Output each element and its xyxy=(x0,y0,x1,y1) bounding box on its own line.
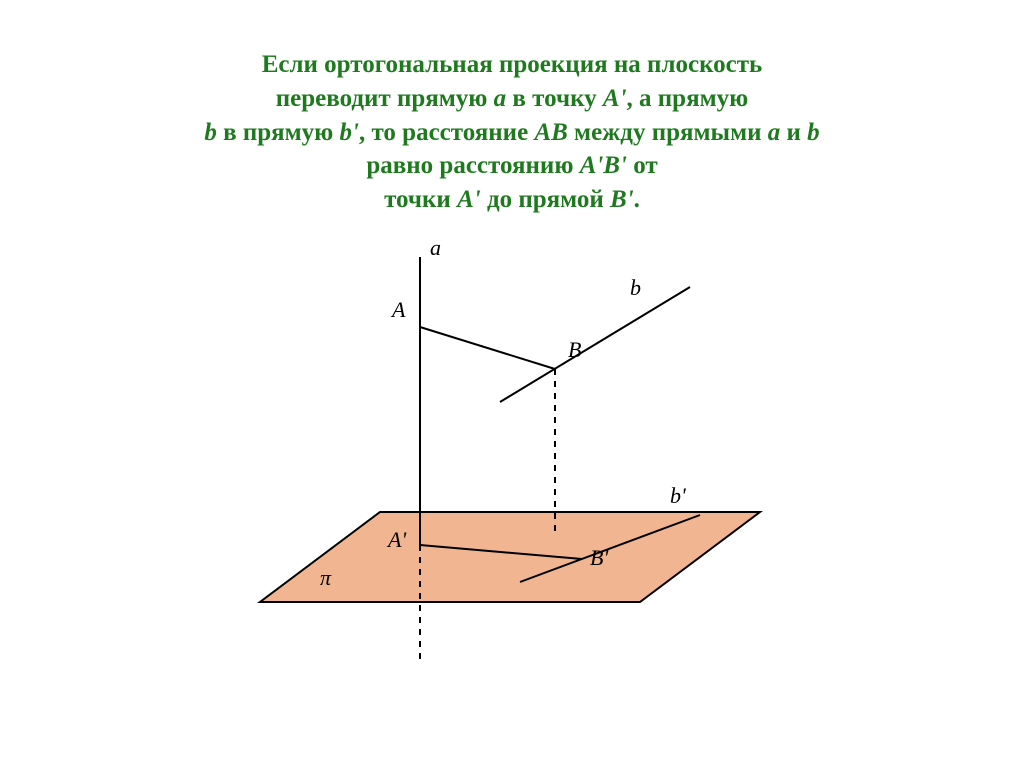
line-b xyxy=(500,287,690,402)
plain-text: , а прямую xyxy=(627,85,749,112)
projection-diagram: a b A B A' B' b' π xyxy=(0,227,1024,707)
math-text: a xyxy=(768,119,781,146)
math-text: b xyxy=(204,119,217,146)
plain-text: , то расстояние xyxy=(359,119,534,146)
plain-text: между прямыми xyxy=(568,119,768,146)
plain-text: точки xyxy=(384,186,457,213)
math-text: b' xyxy=(340,119,359,146)
math-text: A'B' xyxy=(580,152,627,179)
math-text: A' xyxy=(457,186,481,213)
label-B: B xyxy=(568,337,581,363)
title-line: переводит прямую a в точку A', а прямую xyxy=(0,82,1024,116)
label-b: b xyxy=(630,275,641,301)
plain-text: в точку xyxy=(506,85,603,112)
theorem-title: Если ортогональная проекция на плоскость… xyxy=(0,0,1024,217)
plain-text: . xyxy=(634,186,640,213)
math-text: B' xyxy=(610,186,634,213)
label-Aprime: A' xyxy=(388,527,406,553)
plain-text: и xyxy=(780,119,807,146)
title-line: Если ортогональная проекция на плоскость xyxy=(0,48,1024,82)
title-line: b в прямую b', то расстояние AB между пр… xyxy=(0,116,1024,150)
label-bprime: b' xyxy=(670,483,686,509)
plain-text: от xyxy=(627,152,658,179)
label-pi: π xyxy=(320,565,331,591)
plain-text: до прямой xyxy=(481,186,610,213)
plain-text: в прямую xyxy=(217,119,340,146)
label-Bprime: B' xyxy=(590,545,608,571)
math-text: A' xyxy=(603,85,627,112)
plain-text: равно расстоянию xyxy=(366,152,579,179)
math-text: b xyxy=(807,119,820,146)
label-a: a xyxy=(430,235,441,261)
label-A: A xyxy=(392,297,405,323)
math-text: AB xyxy=(534,119,567,146)
plain-text: переводит прямую xyxy=(276,85,494,112)
plain-text: Если ортогональная проекция на плоскость xyxy=(262,51,763,78)
title-line: точки A' до прямой B'. xyxy=(0,183,1024,217)
title-line: равно расстоянию A'B' от xyxy=(0,149,1024,183)
segment-ab xyxy=(420,327,555,369)
math-text: a xyxy=(494,85,507,112)
plane-pi xyxy=(260,512,760,602)
